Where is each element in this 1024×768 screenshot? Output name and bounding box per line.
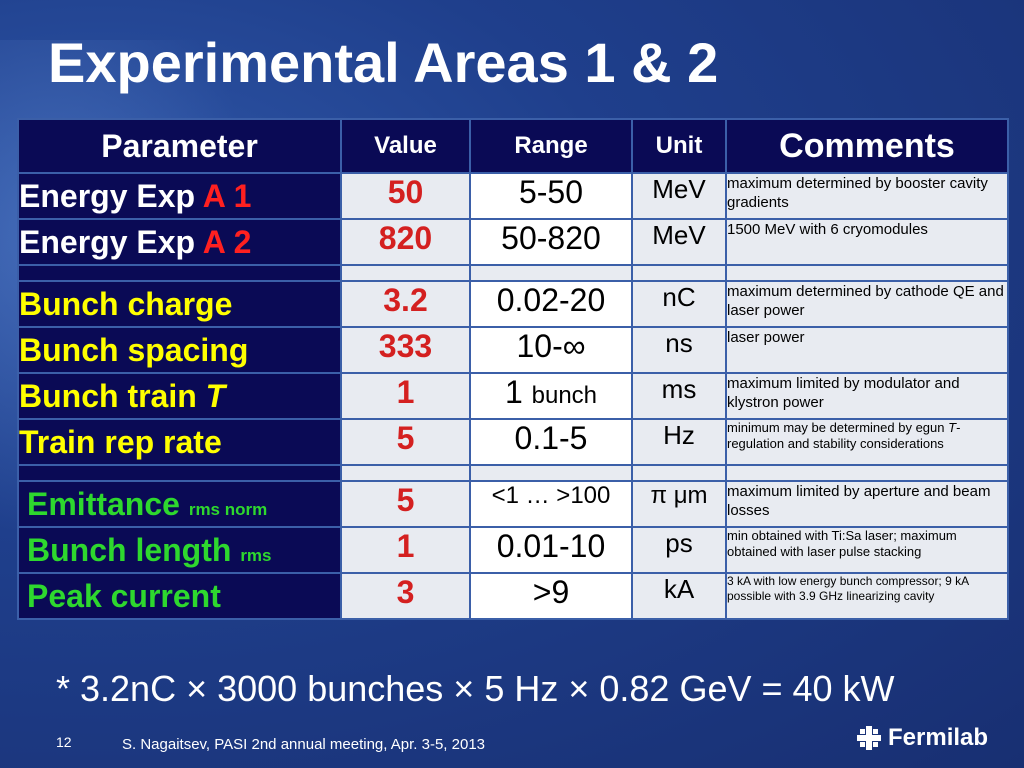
range-cell: 0.01-10 — [469, 526, 633, 574]
comment-cell: maximum determined by booster cavity gra… — [725, 172, 1009, 220]
unit-cell: ms — [631, 372, 727, 420]
header-comments: Comments — [725, 118, 1009, 174]
param-cell: Peak current — [17, 572, 342, 620]
value-cell: 333 — [340, 326, 471, 374]
comment-line: min obtained with Ti:Sa laser; maximum — [727, 528, 957, 543]
header-parameter: Parameter — [17, 118, 342, 174]
unit-cell: MeV — [631, 218, 727, 266]
param-text: Emittance — [27, 485, 189, 522]
param-cell: Bunch spacing — [17, 326, 342, 374]
comment-line: obtained with laser pulse stacking — [727, 544, 922, 559]
header-range: Range — [469, 118, 633, 174]
param-accent: A 1 — [202, 177, 252, 214]
value-cell: 50 — [340, 172, 471, 220]
range-cell: <1 … >100 — [469, 480, 633, 528]
credit-line: S. Nagaitsev, PASI 2nd annual meeting, A… — [122, 736, 486, 753]
comment-italic: T — [948, 420, 957, 435]
range-text: 1 — [504, 374, 532, 410]
comment-text: -regulation and stability considerations — [727, 420, 961, 451]
comment-cell: maximum determined by cathode QE and las… — [725, 280, 1009, 328]
range-sub: bunch — [531, 382, 598, 409]
table-row: Emittance rms norm 5 <1 … >100 π μm maxi… — [17, 480, 1009, 528]
param-cell: Bunch charge — [17, 280, 342, 328]
unit-cell: ps — [631, 526, 727, 574]
value-cell: 3 — [340, 572, 471, 620]
spacer-row — [17, 264, 1009, 282]
param-cell: Bunch train T — [17, 372, 342, 420]
slide-title: Experimental Areas 1 & 2 — [48, 31, 719, 94]
fermilab-logo-icon — [857, 726, 881, 750]
table-row: Peak current 3 >9 kA 3 kA with low energ… — [17, 572, 1009, 620]
table-header-row: Parameter Value Range Unit Comments — [17, 118, 1009, 174]
unit-cell: ns — [631, 326, 727, 374]
comment-cell: maximum limited by modulator and klystro… — [725, 372, 1009, 420]
footnote: * 3.2nC × 3000 bunches × 5 Hz × 0.82 GeV… — [56, 668, 895, 709]
unit-cell: π μm — [631, 480, 727, 528]
param-text: Energy Exp — [19, 223, 203, 260]
table-row: Bunch length rms 1 0.01-10 ps min obtain… — [17, 526, 1009, 574]
table-row: Bunch train T 1 1 bunch ms maximum limit… — [17, 372, 1009, 420]
param-text: Bunch train — [19, 377, 206, 414]
unit-cell: nC — [631, 280, 727, 328]
comment-cell: minimum may be determined by egun T-regu… — [725, 418, 1009, 466]
parameters-table: Parameter Value Range Unit Comments Ener… — [17, 118, 1009, 620]
range-cell: 5-50 — [469, 172, 633, 220]
comment-cell: laser power — [725, 326, 1009, 374]
fermilab-logo: Fermilab — [856, 724, 988, 752]
param-italic: T — [205, 377, 226, 414]
value-cell: 1 — [340, 526, 471, 574]
value-cell: 3.2 — [340, 280, 471, 328]
table-row: Train rep rate 5 0.1-5 Hz minimum may be… — [17, 418, 1009, 466]
value-cell: 5 — [340, 418, 471, 466]
comment-cell: maximum limited by aperture and beam los… — [725, 480, 1009, 528]
param-cell: Bunch length rms — [17, 526, 342, 574]
unit-cell: Hz — [631, 418, 727, 466]
range-cell: 50-820 — [469, 218, 633, 266]
value-cell: 820 — [340, 218, 471, 266]
table-row: Energy Exp A 2 820 50-820 MeV 1500 MeV w… — [17, 218, 1009, 266]
range-cell: 1 bunch — [469, 372, 633, 420]
range-cell: 0.1-5 — [469, 418, 633, 466]
table-row: Energy Exp A 1 50 5-50 MeV maximum deter… — [17, 172, 1009, 220]
param-text: Energy Exp — [19, 177, 203, 214]
header-value: Value — [340, 118, 471, 174]
comment-text: minimum may be determined by egun — [727, 420, 949, 435]
unit-cell: kA — [631, 572, 727, 620]
range-cell: 10-∞ — [469, 326, 633, 374]
value-cell: 5 — [340, 480, 471, 528]
comment-cell: 1500 MeV with 6 cryomodules — [725, 218, 1009, 266]
param-cell: Energy Exp A 1 — [17, 172, 342, 220]
header-unit: Unit — [631, 118, 727, 174]
spacer-row — [17, 464, 1009, 482]
param-subscript: rms norm — [188, 499, 268, 519]
table-row: Bunch charge 3.2 0.02-20 nC maximum dete… — [17, 280, 1009, 328]
logo-text: Fermilab — [888, 724, 989, 751]
param-text: Bunch length — [27, 531, 241, 568]
range-cell: 0.02-20 — [469, 280, 633, 328]
value-cell: 1 — [340, 372, 471, 420]
comment-cell: min obtained with Ti:Sa laser; maximum ob… — [725, 526, 1009, 574]
param-cell: Emittance rms norm — [17, 480, 342, 528]
range-cell: >9 — [469, 572, 633, 620]
param-cell: Train rep rate — [17, 418, 342, 466]
param-subscript: rms — [240, 545, 272, 565]
param-accent: A 2 — [202, 223, 252, 260]
param-cell: Energy Exp A 2 — [17, 218, 342, 266]
unit-cell: MeV — [631, 172, 727, 220]
table-row: Bunch spacing 333 10-∞ ns laser power — [17, 326, 1009, 374]
page-number: 12 — [56, 734, 72, 750]
comment-cell: 3 kA with low energy bunch compressor; 9… — [725, 572, 1009, 620]
